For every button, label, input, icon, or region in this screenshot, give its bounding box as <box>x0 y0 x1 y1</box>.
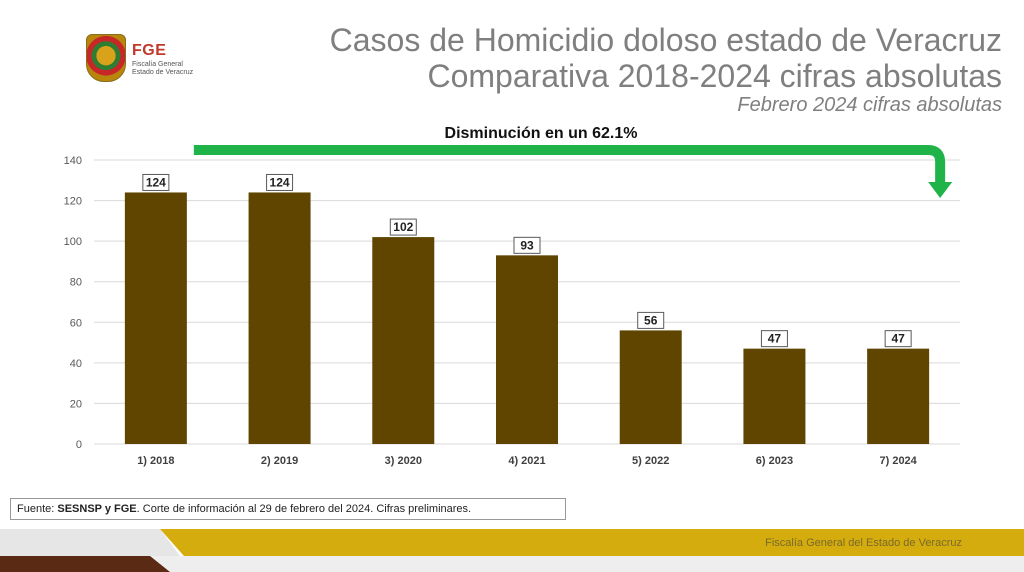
data-label: 93 <box>520 238 534 252</box>
data-label: 47 <box>891 332 905 346</box>
y-tick-label: 40 <box>70 358 82 370</box>
logo-subtitle: Fiscalía General Estado de Veracruz <box>132 61 193 77</box>
x-tick-label: 1) 2018 <box>137 455 174 467</box>
annotation-text: Disminución en un 62.1% <box>445 125 638 142</box>
data-label: 124 <box>146 175 166 189</box>
data-label-box <box>637 311 665 329</box>
source-prefix: Fuente: <box>17 503 58 515</box>
footer-text: Fiscalía General del Estado de Veracruz <box>765 537 962 549</box>
y-tick-label: 120 <box>64 196 82 208</box>
bar <box>867 348 930 444</box>
bar-chart: 0 20 40 60 80 100 120 140 124 1) 2018 124 2) 2019 10… <box>64 125 960 467</box>
x-tick-label: 3) 2020 <box>385 455 422 467</box>
data-label-box <box>389 218 417 236</box>
bottom-gray-stripe <box>0 556 1024 572</box>
y-tick-label: 20 <box>70 398 82 410</box>
y-tick-label: 140 <box>64 155 82 167</box>
bar <box>743 348 806 444</box>
x-tick-label: 6) 2023 <box>756 455 793 467</box>
logo-subtitle-line1: Fiscalía General <box>132 61 183 68</box>
bar <box>619 330 682 444</box>
data-label: 102 <box>393 220 413 234</box>
x-tick-label: 5) 2022 <box>632 455 669 467</box>
decrease-arrow-head-icon <box>928 182 953 198</box>
data-label-box <box>760 330 788 348</box>
source-rest: . Corte de información al 29 de febrero … <box>136 503 472 515</box>
bar <box>496 255 558 444</box>
state-shield-icon <box>86 34 126 82</box>
x-tick-label: 2) 2019 <box>261 455 298 467</box>
bar <box>372 237 435 444</box>
data-label-box <box>142 173 170 191</box>
data-label: 47 <box>768 332 782 346</box>
data-label-box <box>513 236 541 254</box>
bar <box>124 192 187 444</box>
logo-name: FGE <box>132 42 167 59</box>
footer-gray-stripe <box>0 529 180 556</box>
page-subtitle: Febrero 2024 cifras absolutas <box>737 94 1002 116</box>
data-label-box <box>266 173 294 191</box>
y-tick-label: 0 <box>76 439 82 451</box>
footer-band: Fiscalía General del Estado de Veracruz <box>0 529 1024 556</box>
logo-subtitle-line2: Estado de Veracruz <box>132 69 194 76</box>
data-label-box <box>884 330 912 348</box>
fge-logo: FGE Fiscalía General Estado de Veracruz <box>86 34 206 84</box>
data-label: 56 <box>644 313 658 327</box>
decrease-arrow-line <box>193 145 946 184</box>
page-title: Casos de Homicidio doloso estado de Vera… <box>330 22 1002 94</box>
y-tick-label: 60 <box>70 317 82 329</box>
y-tick-label: 100 <box>64 236 82 248</box>
bar <box>248 192 311 444</box>
bottom-brown-stripe <box>0 556 170 572</box>
page-title-line1: Casos de Homicidio doloso estado de Vera… <box>329 22 1002 58</box>
data-label: 124 <box>270 175 290 189</box>
x-tick-label: 4) 2021 <box>508 455 545 467</box>
source-bold: SESNSP y FGE <box>57 503 137 515</box>
footer-gold-stripe <box>160 529 1024 556</box>
x-tick-label: 7) 2024 <box>879 455 917 467</box>
page-title-line2: Comparativa 2018-2024 cifras absolutas <box>427 58 1002 94</box>
y-tick-label: 80 <box>70 277 82 289</box>
source-note: Fuente: SESNSP y FGE. Corte de informaci… <box>10 498 566 520</box>
